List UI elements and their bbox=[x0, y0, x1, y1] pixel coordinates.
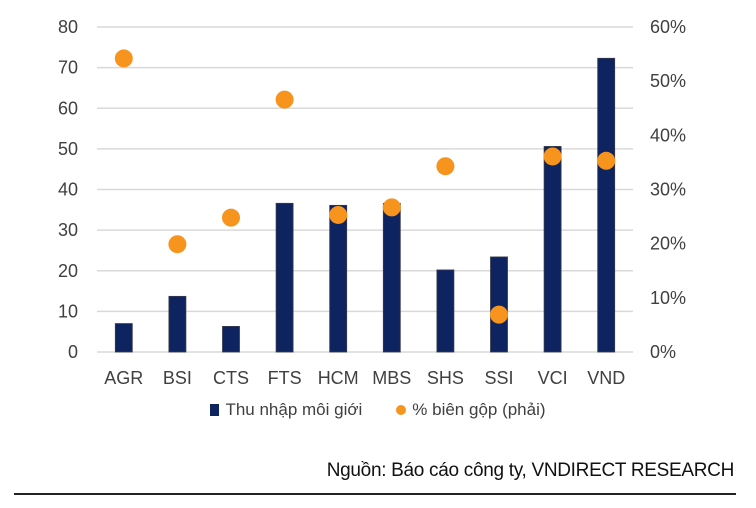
bar-SSI bbox=[490, 256, 508, 353]
x-tick-label: MBS bbox=[372, 368, 411, 388]
legend-item-dot: % biên gộp (phải) bbox=[396, 400, 546, 420]
bar-SHS bbox=[436, 269, 455, 353]
source-note: Nguồn: Báo cáo công ty, VNDIRECT RESEARC… bbox=[326, 460, 735, 481]
y2-tick-label: 50% bbox=[650, 71, 686, 91]
x-tick-label: VCI bbox=[538, 368, 568, 388]
x-tick-label: VND bbox=[587, 368, 625, 388]
bar-AGR bbox=[114, 323, 133, 353]
point-AGR bbox=[114, 49, 133, 68]
bar-VCI bbox=[543, 146, 562, 353]
y2-tick-label: 20% bbox=[650, 234, 686, 254]
bar-VND bbox=[597, 57, 616, 353]
y2-tick-label: 40% bbox=[650, 125, 686, 145]
y-tick-label: 30 bbox=[58, 220, 78, 240]
point-CTS bbox=[222, 208, 240, 227]
bar-CTS bbox=[222, 326, 240, 353]
point-SSI bbox=[490, 305, 508, 324]
y-tick-label: 70 bbox=[58, 58, 78, 78]
x-tick-label: FTS bbox=[268, 368, 302, 388]
y2-tick-label: 30% bbox=[650, 180, 686, 200]
legend-label-bar: Thu nhập môi giới bbox=[225, 400, 363, 419]
bar-FTS bbox=[275, 202, 294, 353]
bar-MBS bbox=[382, 202, 401, 353]
legend-label-dot: % biên gộp (phải) bbox=[412, 400, 546, 419]
bar-HCM bbox=[329, 204, 348, 353]
point-BSI bbox=[168, 235, 187, 254]
y-tick-label: 10 bbox=[58, 301, 78, 321]
x-tick-label: SSI bbox=[484, 368, 513, 388]
x-tick-label: SHS bbox=[427, 368, 464, 388]
point-VCI bbox=[543, 147, 562, 166]
y2-tick-label: 10% bbox=[650, 288, 686, 308]
x-tick-label: AGR bbox=[104, 368, 143, 388]
chart-svg: 0 10 20 30 40 50 60 70 80 0% 10% 20% 30% 40% 50% 60% AGR… bbox=[58, 17, 686, 388]
point-SHS bbox=[436, 157, 455, 176]
x-tick-label: BSI bbox=[163, 368, 192, 388]
y2-tick-label: 0% bbox=[650, 342, 676, 362]
legend-dot-swatch bbox=[396, 405, 407, 415]
y-tick-label: 80 bbox=[58, 17, 78, 37]
y-tick-label: 50 bbox=[58, 139, 78, 159]
y-tick-label: 60 bbox=[58, 98, 78, 118]
y-tick-label: 20 bbox=[58, 261, 78, 281]
legend-item-bar: Thu nhập môi giới bbox=[210, 400, 362, 420]
point-VND bbox=[597, 151, 616, 170]
bar-BSI bbox=[168, 295, 187, 353]
divider bbox=[14, 493, 736, 495]
point-MBS bbox=[382, 198, 401, 217]
x-tick-label: HCM bbox=[318, 368, 359, 388]
y2-tick-label: 60% bbox=[650, 17, 686, 37]
point-HCM bbox=[329, 205, 348, 224]
legend-bar-swatch bbox=[210, 404, 220, 416]
x-tick-label: CTS bbox=[213, 368, 249, 388]
legend: Thu nhập môi giới % biên gộp (phải) bbox=[0, 400, 756, 420]
y-tick-label: 0 bbox=[68, 342, 78, 362]
point-FTS bbox=[275, 90, 294, 109]
y-tick-label: 40 bbox=[58, 180, 78, 200]
